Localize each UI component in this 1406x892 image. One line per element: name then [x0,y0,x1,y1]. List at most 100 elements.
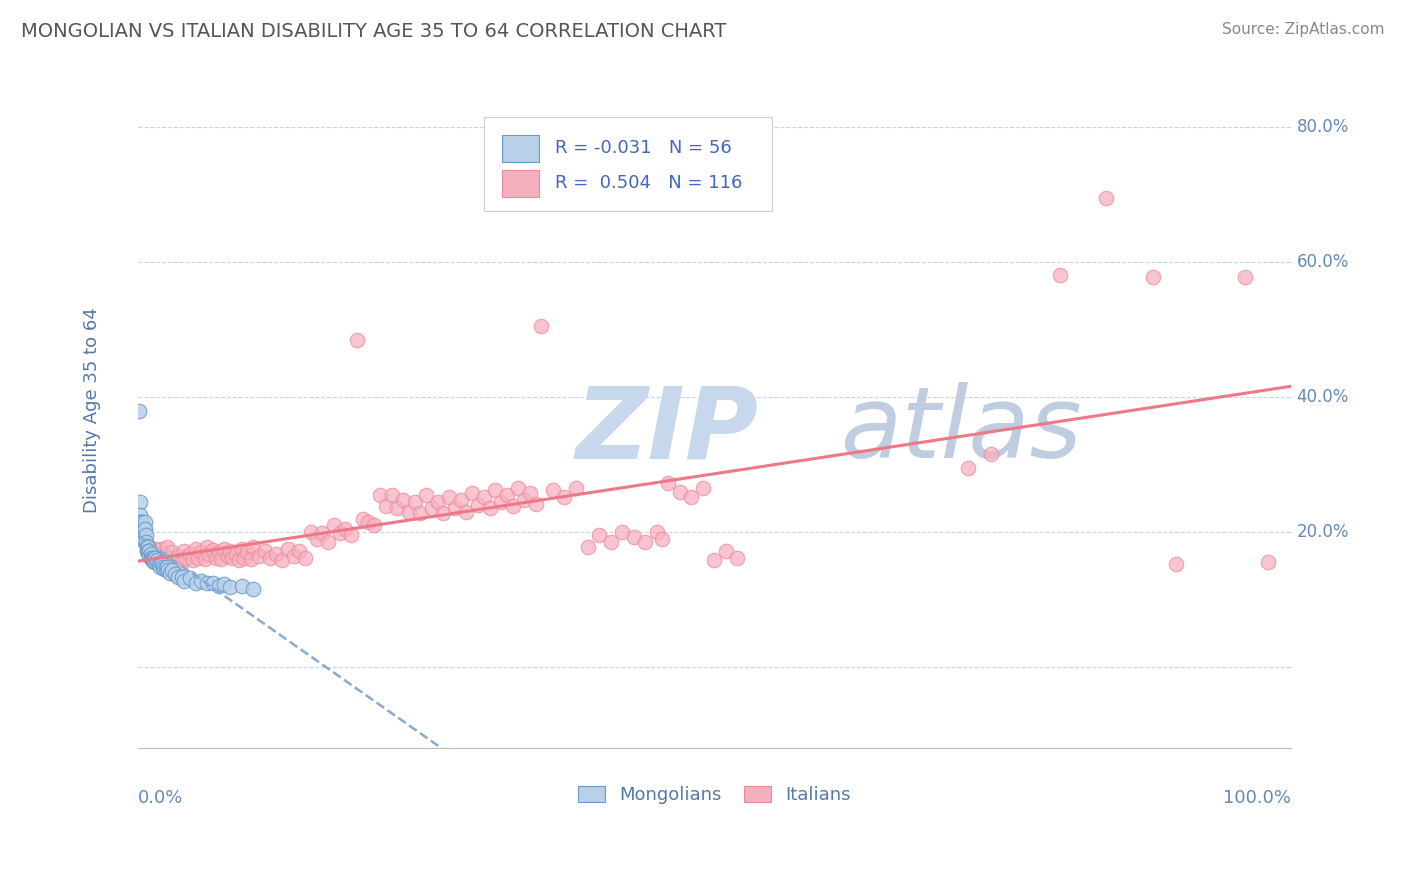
Point [645,524,668,539]
Point [179,547,201,561]
Point [136,544,159,558]
Point [264,547,287,561]
Point [242,582,264,597]
Point [437,490,460,504]
Point [207,579,229,593]
Point [541,483,564,498]
FancyBboxPatch shape [502,135,538,161]
Point [219,544,242,558]
Text: 40.0%: 40.0% [1296,388,1348,406]
Point [231,579,253,593]
Point [153,562,176,576]
Text: R = -0.031   N = 56: R = -0.031 N = 56 [555,139,733,157]
Point [288,544,311,558]
Point [519,486,541,500]
Point [374,500,396,514]
Point [205,550,228,565]
Point [135,528,157,542]
Point [219,580,242,594]
Point [134,515,156,529]
Point [163,566,186,581]
Point [162,545,184,559]
Point [576,540,599,554]
Point [143,550,166,565]
Point [159,550,181,565]
Text: 20.0%: 20.0% [1296,523,1350,541]
Point [957,461,980,475]
Point [472,490,495,504]
Point [221,550,243,565]
Point [136,540,159,554]
Point [714,544,737,558]
Point [184,541,207,556]
Point [316,535,339,549]
Point [668,484,690,499]
Text: 0.0%: 0.0% [138,789,183,806]
Point [380,488,402,502]
Point [392,492,415,507]
Point [167,569,190,583]
Point [610,524,633,539]
Point [524,497,547,511]
Point [149,555,172,569]
Point [132,528,155,542]
Point [1049,268,1071,283]
Point [420,501,443,516]
Point [163,553,186,567]
Point [190,574,212,588]
Point [162,563,184,577]
Point [217,549,239,563]
Point [725,550,748,565]
Point [187,550,209,565]
Point [247,549,270,563]
Point [387,501,409,516]
Text: atlas: atlas [841,383,1083,479]
Point [129,515,152,529]
Point [565,481,588,495]
Point [368,488,391,502]
Point [357,515,380,529]
Point [201,576,224,591]
Point [131,528,153,542]
Point [305,532,328,546]
Point [1142,269,1164,284]
Point [415,488,437,502]
Point [181,553,204,567]
Point [599,535,621,549]
Point [149,541,172,556]
Point [131,515,153,529]
Point [478,501,501,516]
Point [404,494,426,508]
Point [138,540,160,554]
Point [173,574,195,588]
Point [132,533,155,548]
Point [141,550,163,565]
Point [225,547,247,561]
Text: R =  0.504   N = 116: R = 0.504 N = 116 [555,175,742,193]
Point [136,539,159,553]
Point [131,515,153,529]
Point [184,575,207,590]
Text: 100.0%: 100.0% [1223,789,1291,806]
Point [657,476,679,491]
Legend: Mongolians, Italians: Mongolians, Italians [569,777,859,814]
Point [145,555,167,569]
Point [139,550,162,565]
Point [152,560,174,574]
Point [239,552,262,566]
Point [135,535,157,549]
Point [143,555,166,569]
Point [409,506,432,520]
Point [138,544,160,558]
Point [146,553,169,567]
Text: ZIP: ZIP [576,383,759,479]
Point [179,571,201,585]
Point [128,403,150,417]
Point [253,544,276,558]
Point [259,550,281,565]
Point [195,576,218,591]
Point [138,549,160,563]
Point [129,494,152,508]
Point [173,544,195,558]
FancyBboxPatch shape [502,169,538,197]
